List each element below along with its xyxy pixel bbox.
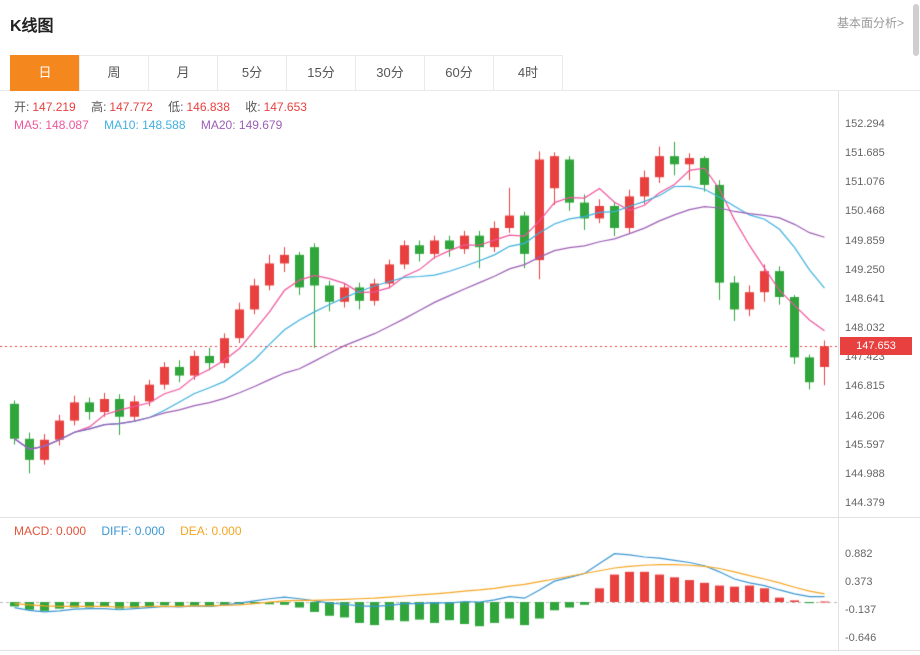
- close-value: 147.653: [263, 100, 307, 114]
- period-tabs: 日 周 月 5分 15分 30分 60分 4时: [10, 55, 563, 91]
- macd-axis-tick: -0.646: [845, 631, 877, 644]
- price-axis-tick: 151.076: [845, 176, 885, 189]
- price-axis-tick: 144.988: [845, 467, 885, 480]
- tab-60min[interactable]: 60分: [424, 55, 494, 91]
- price-axis-tick: 145.597: [845, 438, 885, 451]
- macd-axis-tick: -0.137: [845, 603, 877, 616]
- high-label: 高:: [91, 100, 107, 114]
- tab-4hour[interactable]: 4时: [493, 55, 563, 91]
- ma10-label: MA10:: [104, 118, 139, 132]
- diff-value: 0.000: [134, 524, 165, 538]
- tab-month[interactable]: 月: [148, 55, 218, 91]
- tab-5min[interactable]: 5分: [217, 55, 287, 91]
- tab-week[interactable]: 周: [79, 55, 149, 91]
- ma5-label: MA5:: [14, 118, 43, 132]
- macd-axis-tick: 0.373: [845, 575, 873, 588]
- ma5-value: 148.087: [45, 118, 89, 132]
- low-value: 146.838: [186, 100, 230, 114]
- price-axis-tick: 146.815: [845, 380, 885, 393]
- price-axis-tick: 152.294: [845, 117, 885, 130]
- price-axis-tick: 146.206: [845, 409, 885, 422]
- macd-axis-tick: 0.882: [845, 547, 873, 560]
- ma20-value: 149.679: [238, 118, 283, 132]
- high-value: 147.772: [109, 100, 153, 114]
- low-label: 低:: [168, 100, 184, 114]
- open-value: 147.219: [32, 100, 76, 114]
- ma10-value: 148.588: [142, 118, 186, 132]
- price-axis-tick: 150.468: [845, 205, 885, 218]
- close-label: 收:: [245, 100, 261, 114]
- price-axis-tick: 144.379: [845, 497, 885, 510]
- tab-30min[interactable]: 30分: [355, 55, 425, 91]
- open-label: 开:: [14, 100, 30, 114]
- dea-label: DEA:: [180, 524, 209, 538]
- candlestick-chart-canvas[interactable]: [0, 90, 838, 518]
- macd-label: MACD:: [14, 524, 53, 538]
- bottom-divider: [0, 650, 920, 651]
- diff-label: DIFF:: [101, 524, 132, 538]
- price-axis-tick: 149.250: [845, 263, 885, 276]
- macd-value: 0.000: [56, 524, 87, 538]
- dea-value: 0.000: [211, 524, 242, 538]
- price-axis-line: [838, 90, 839, 650]
- macd-readout: MACD: 0.000 DIFF: 0.000 DEA: 0.000: [14, 524, 254, 538]
- price-axis-tick: 148.032: [845, 322, 885, 335]
- tab-15min[interactable]: 15分: [286, 55, 356, 91]
- scrollbar-thumb[interactable]: [913, 4, 919, 56]
- last-price-badge: 147.653: [840, 337, 912, 356]
- price-axis-tick: 151.685: [845, 147, 885, 160]
- fundamental-analysis-link[interactable]: 基本面分析>: [836, 16, 904, 30]
- macd-chart-canvas[interactable]: [0, 540, 838, 650]
- ma20-label: MA20:: [200, 118, 236, 132]
- ohlc-readout: 开: 147.219 高: 147.772 低: 146.838 收: 147.653: [14, 98, 307, 115]
- page-title: K线图: [10, 18, 54, 35]
- price-axis-tick: 149.859: [845, 234, 885, 247]
- ma-readout: MA5: 148.087 MA10: 148.588 MA20: 149.679: [14, 118, 294, 132]
- tab-day[interactable]: 日: [10, 55, 80, 91]
- panel-divider: [0, 517, 920, 518]
- price-axis-tick: 148.641: [845, 292, 885, 305]
